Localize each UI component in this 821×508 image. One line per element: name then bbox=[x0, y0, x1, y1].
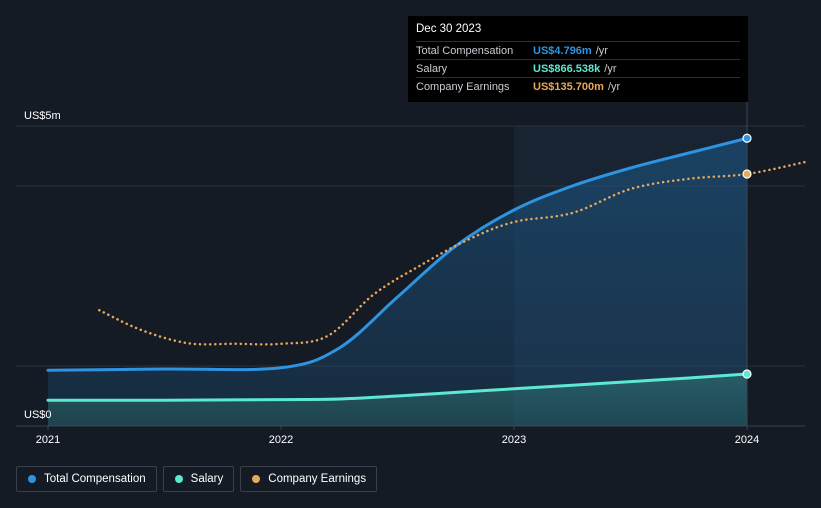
legend-dot-icon bbox=[174, 475, 183, 483]
tooltip-unit: /yr bbox=[607, 80, 621, 93]
tooltip-value: US$135.700m bbox=[533, 80, 604, 93]
salary-line bbox=[46, 372, 749, 402]
legend: Total Compensation Salary Company Earnin… bbox=[16, 466, 378, 492]
legend-dot-icon bbox=[252, 475, 261, 483]
salary-area bbox=[48, 373, 747, 426]
tooltip-row-earnings: Company Earnings US$135.700m /yr bbox=[416, 77, 740, 95]
legend-item-salary[interactable]: Salary bbox=[162, 466, 235, 492]
legend-label: Total Compensation bbox=[44, 473, 146, 485]
x-axis-ticks: 2021 2022 2023 2024 bbox=[36, 426, 759, 446]
x-tick-label: 2024 bbox=[735, 434, 759, 446]
total-compensation-line bbox=[46, 136, 749, 372]
tooltip-value: US$866.538k bbox=[533, 62, 601, 75]
total-compensation-marker bbox=[742, 133, 752, 143]
company-earnings-marker bbox=[742, 169, 752, 179]
x-tick-label: 2023 bbox=[502, 434, 526, 446]
legend-item-total-compensation[interactable]: Total Compensation bbox=[16, 466, 157, 492]
tooltip-value: US$4.796m bbox=[533, 44, 592, 57]
tooltip: Dec 30 2023 Total Compensation US$4.796m… bbox=[408, 16, 748, 102]
tooltip-label: Company Earnings bbox=[416, 80, 510, 93]
tooltip-label: Total Compensation bbox=[416, 44, 514, 57]
legend-label: Salary bbox=[190, 473, 224, 485]
highlight-markers bbox=[742, 133, 752, 379]
x-tick-label: 2021 bbox=[36, 434, 60, 446]
tooltip-unit: /yr bbox=[604, 62, 617, 75]
series-areas bbox=[48, 138, 747, 427]
legend-label: Company Earnings bbox=[268, 473, 367, 485]
legend-item-company-earnings[interactable]: Company Earnings bbox=[240, 466, 378, 492]
tooltip-row-salary: Salary US$866.538k /yr bbox=[416, 59, 740, 77]
y-axis-top-label: US$5m bbox=[24, 110, 61, 122]
tooltip-label: Salary bbox=[416, 62, 448, 75]
tooltip-date: Dec 30 2023 bbox=[416, 23, 482, 35]
series-lines bbox=[46, 136, 807, 402]
y-axis-bottom-label: US$0 bbox=[24, 409, 52, 421]
tooltip-row-total: Total Compensation US$4.796m /yr bbox=[416, 41, 740, 59]
total-compensation-area bbox=[48, 138, 747, 427]
x-tick-label: 2022 bbox=[269, 434, 293, 446]
salary-marker bbox=[742, 369, 752, 379]
legend-dot-icon bbox=[28, 475, 36, 483]
tooltip-unit: /yr bbox=[595, 44, 608, 57]
